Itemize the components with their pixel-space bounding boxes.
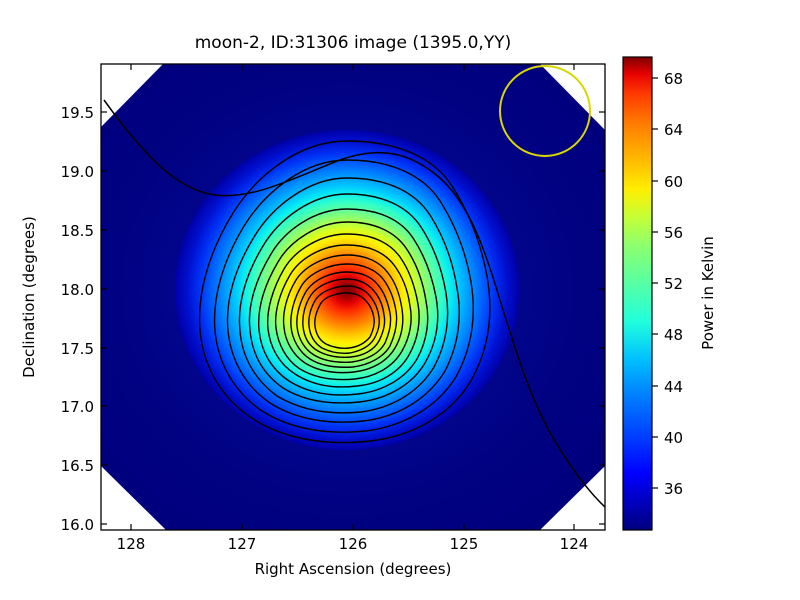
colorbar-tick-label: 60	[664, 173, 683, 191]
colorbar-tick-labels: 36 40 44 48 52 56 60 64 68	[664, 70, 683, 498]
colorbar-tick-label: 40	[664, 429, 683, 447]
colorbar-tick-label: 44	[664, 378, 683, 396]
moon-disk-circle	[499, 65, 591, 157]
colorbar-tick-label: 48	[664, 326, 683, 344]
y-tick-label: 18.5	[61, 222, 94, 240]
y-tick-label: 16.0	[61, 516, 94, 534]
x-tick-label: 126	[339, 535, 368, 553]
y-tick-label: 19.5	[61, 104, 94, 122]
colorbar-tick-label: 68	[664, 70, 683, 88]
x-axis-title: Right Ascension (degrees)	[255, 560, 452, 578]
colorbar-ticks	[652, 77, 658, 489]
x-tick-label: 124	[560, 535, 589, 553]
x-tick-label: 125	[450, 535, 479, 553]
y-tick-label: 19.0	[61, 163, 94, 181]
colorbar-tick-label: 36	[664, 480, 683, 498]
y-axis-ticks	[101, 111, 605, 525]
y-axis-title: Declination (degrees)	[20, 216, 38, 378]
y-tick-label: 17.5	[61, 340, 94, 358]
y-axis-tick-labels: 16.0 16.5 17.0 17.5 18.0 18.5 19.0 19.5	[61, 104, 94, 534]
y-tick-label: 18.0	[61, 281, 94, 299]
page-title: moon-2, ID:31306 image (1395.0,YY)	[195, 33, 511, 53]
y-tick-label: 17.0	[61, 398, 94, 416]
colorbar-tick-label: 56	[664, 224, 683, 242]
x-tick-label: 128	[117, 535, 146, 553]
colorbar-tick-label: 64	[664, 121, 683, 139]
x-axis-tick-labels: 128 127 126 125 124	[117, 535, 589, 553]
contour-lines	[103, 99, 605, 509]
x-tick-label: 127	[228, 535, 257, 553]
colorbar[interactable]: 36 40 44 48 52 56 60 64 68 Power in Kelv…	[622, 56, 717, 531]
image-axes[interactable]: 128 127 126 125 124 16.0 16.5 17.0 17.5 …	[17, 0, 677, 590]
x-axis-ticks	[130, 64, 575, 530]
colorbar-frame	[622, 56, 653, 531]
colorbar-gradient	[623, 57, 652, 530]
y-tick-label: 16.5	[61, 457, 94, 475]
source-image-blob	[175, 130, 519, 450]
masked-corner-regions	[101, 64, 605, 530]
colorbar-title: Power in Kelvin	[699, 236, 717, 350]
colorbar-tick-label: 52	[664, 275, 683, 293]
